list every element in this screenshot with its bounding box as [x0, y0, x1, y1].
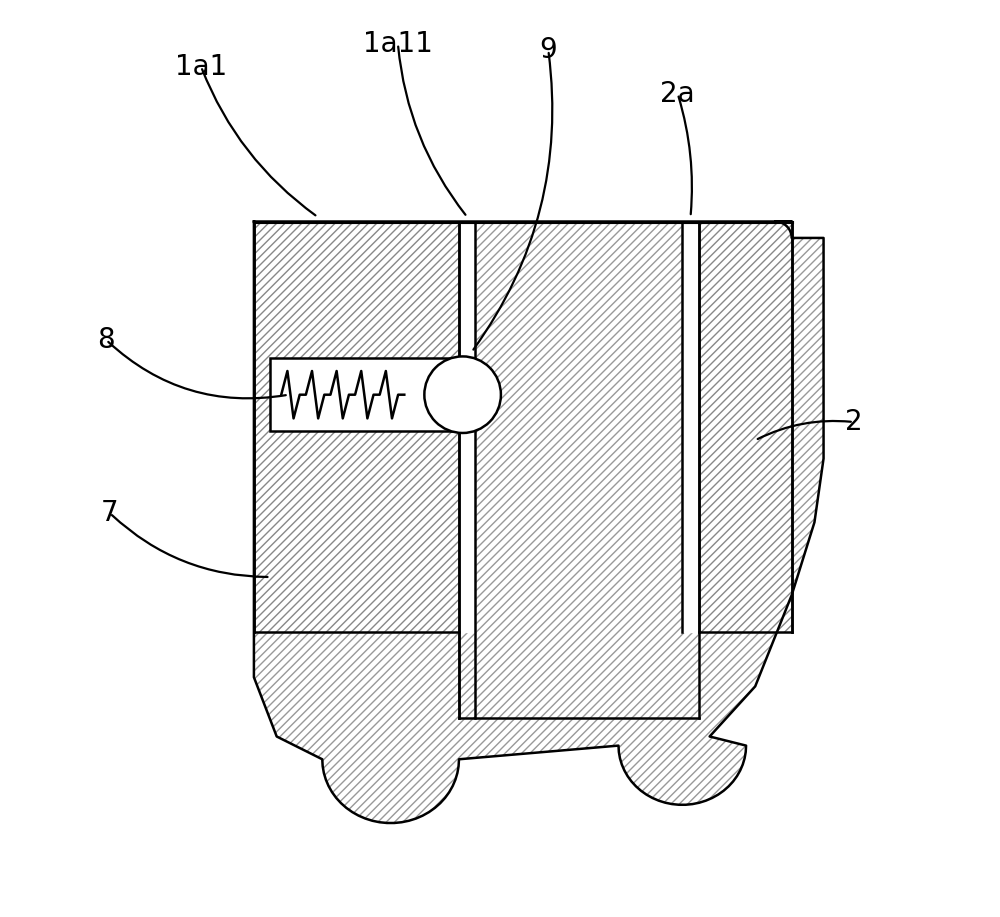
Polygon shape — [699, 222, 792, 632]
Text: 8: 8 — [97, 326, 115, 354]
Circle shape — [424, 357, 501, 433]
Polygon shape — [459, 222, 475, 632]
Text: 7: 7 — [101, 499, 119, 527]
Text: 1a11: 1a11 — [363, 29, 433, 58]
Polygon shape — [682, 222, 699, 632]
Polygon shape — [254, 222, 459, 632]
Polygon shape — [254, 222, 824, 823]
Text: 1a1: 1a1 — [175, 52, 227, 81]
Text: 2a: 2a — [660, 80, 695, 108]
Polygon shape — [459, 222, 699, 718]
Text: 9: 9 — [539, 36, 557, 64]
Text: 2: 2 — [845, 408, 862, 436]
Bar — [270, 359, 454, 431]
